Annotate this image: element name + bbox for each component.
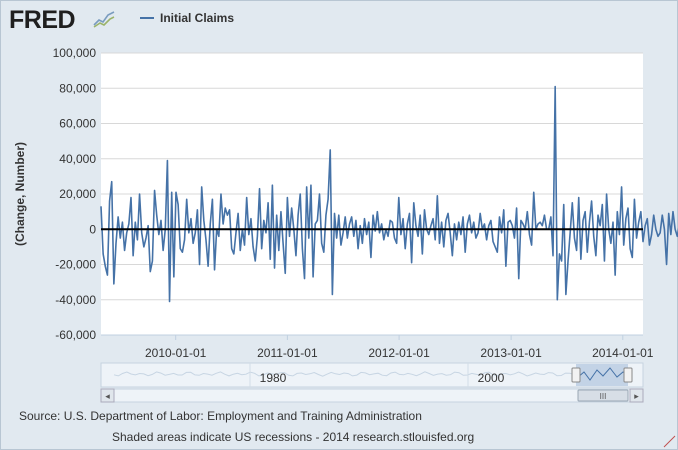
series-line: [100, 85, 678, 303]
legend-label: Initial Claims: [160, 11, 235, 25]
navigator-tick-label: 2000: [478, 371, 505, 385]
navigator-background: [100, 362, 644, 388]
chart-legend[interactable]: Initial Claims: [140, 11, 234, 25]
y-tick-label: 0: [89, 222, 96, 236]
y-tick-label: -20,000: [55, 258, 96, 272]
navigator-selection-series: [576, 367, 629, 381]
scrollbar-thumb[interactable]: [577, 389, 629, 402]
x-tick-label: 2013-01-01: [480, 346, 542, 360]
y-tick-label: 20,000: [59, 187, 96, 201]
x-tick-label: 2014-01-01: [592, 346, 654, 360]
scrollbar-left-button[interactable]: [100, 388, 115, 403]
source-note: Source: U.S. Department of Labor: Employ…: [19, 409, 422, 423]
recession-shading-note: Shaded areas indicate US recessions - 20…: [112, 430, 475, 444]
y-tick-label: -60,000: [55, 328, 96, 342]
y-tick-label: 100,000: [53, 46, 97, 60]
navigator-series: [113, 371, 575, 377]
scrollbar-grip-icon: III: [600, 392, 607, 401]
scroll-left-arrow-icon: ◂: [105, 391, 110, 401]
legend-swatch: [140, 17, 154, 19]
scrollbar-right-button[interactable]: [629, 388, 644, 403]
x-tick-label: 2011-01-01: [257, 346, 318, 360]
y-tick-label: -40,000: [55, 293, 96, 307]
x-tick-label: 2010-01-01: [145, 346, 207, 360]
y-tick-label: 40,000: [59, 152, 96, 166]
chart-line-icon: [92, 9, 116, 29]
navigator-right-handle[interactable]: [623, 367, 633, 383]
scrollbar-track[interactable]: [100, 388, 644, 403]
navigator-tick-label: 1980: [260, 371, 287, 385]
fred-logo[interactable]: FRED: [9, 6, 76, 34]
x-tick-label: 2012-01-01: [368, 346, 430, 360]
y-tick-label: 60,000: [59, 117, 96, 131]
navigator-left-handle[interactable]: [571, 367, 581, 383]
y-tick-label: 80,000: [59, 81, 96, 95]
scroll-right-arrow-icon: ▸: [634, 391, 639, 401]
resize-corner-icon: [663, 435, 676, 448]
y-axis-label: (Change, Number): [13, 142, 27, 246]
